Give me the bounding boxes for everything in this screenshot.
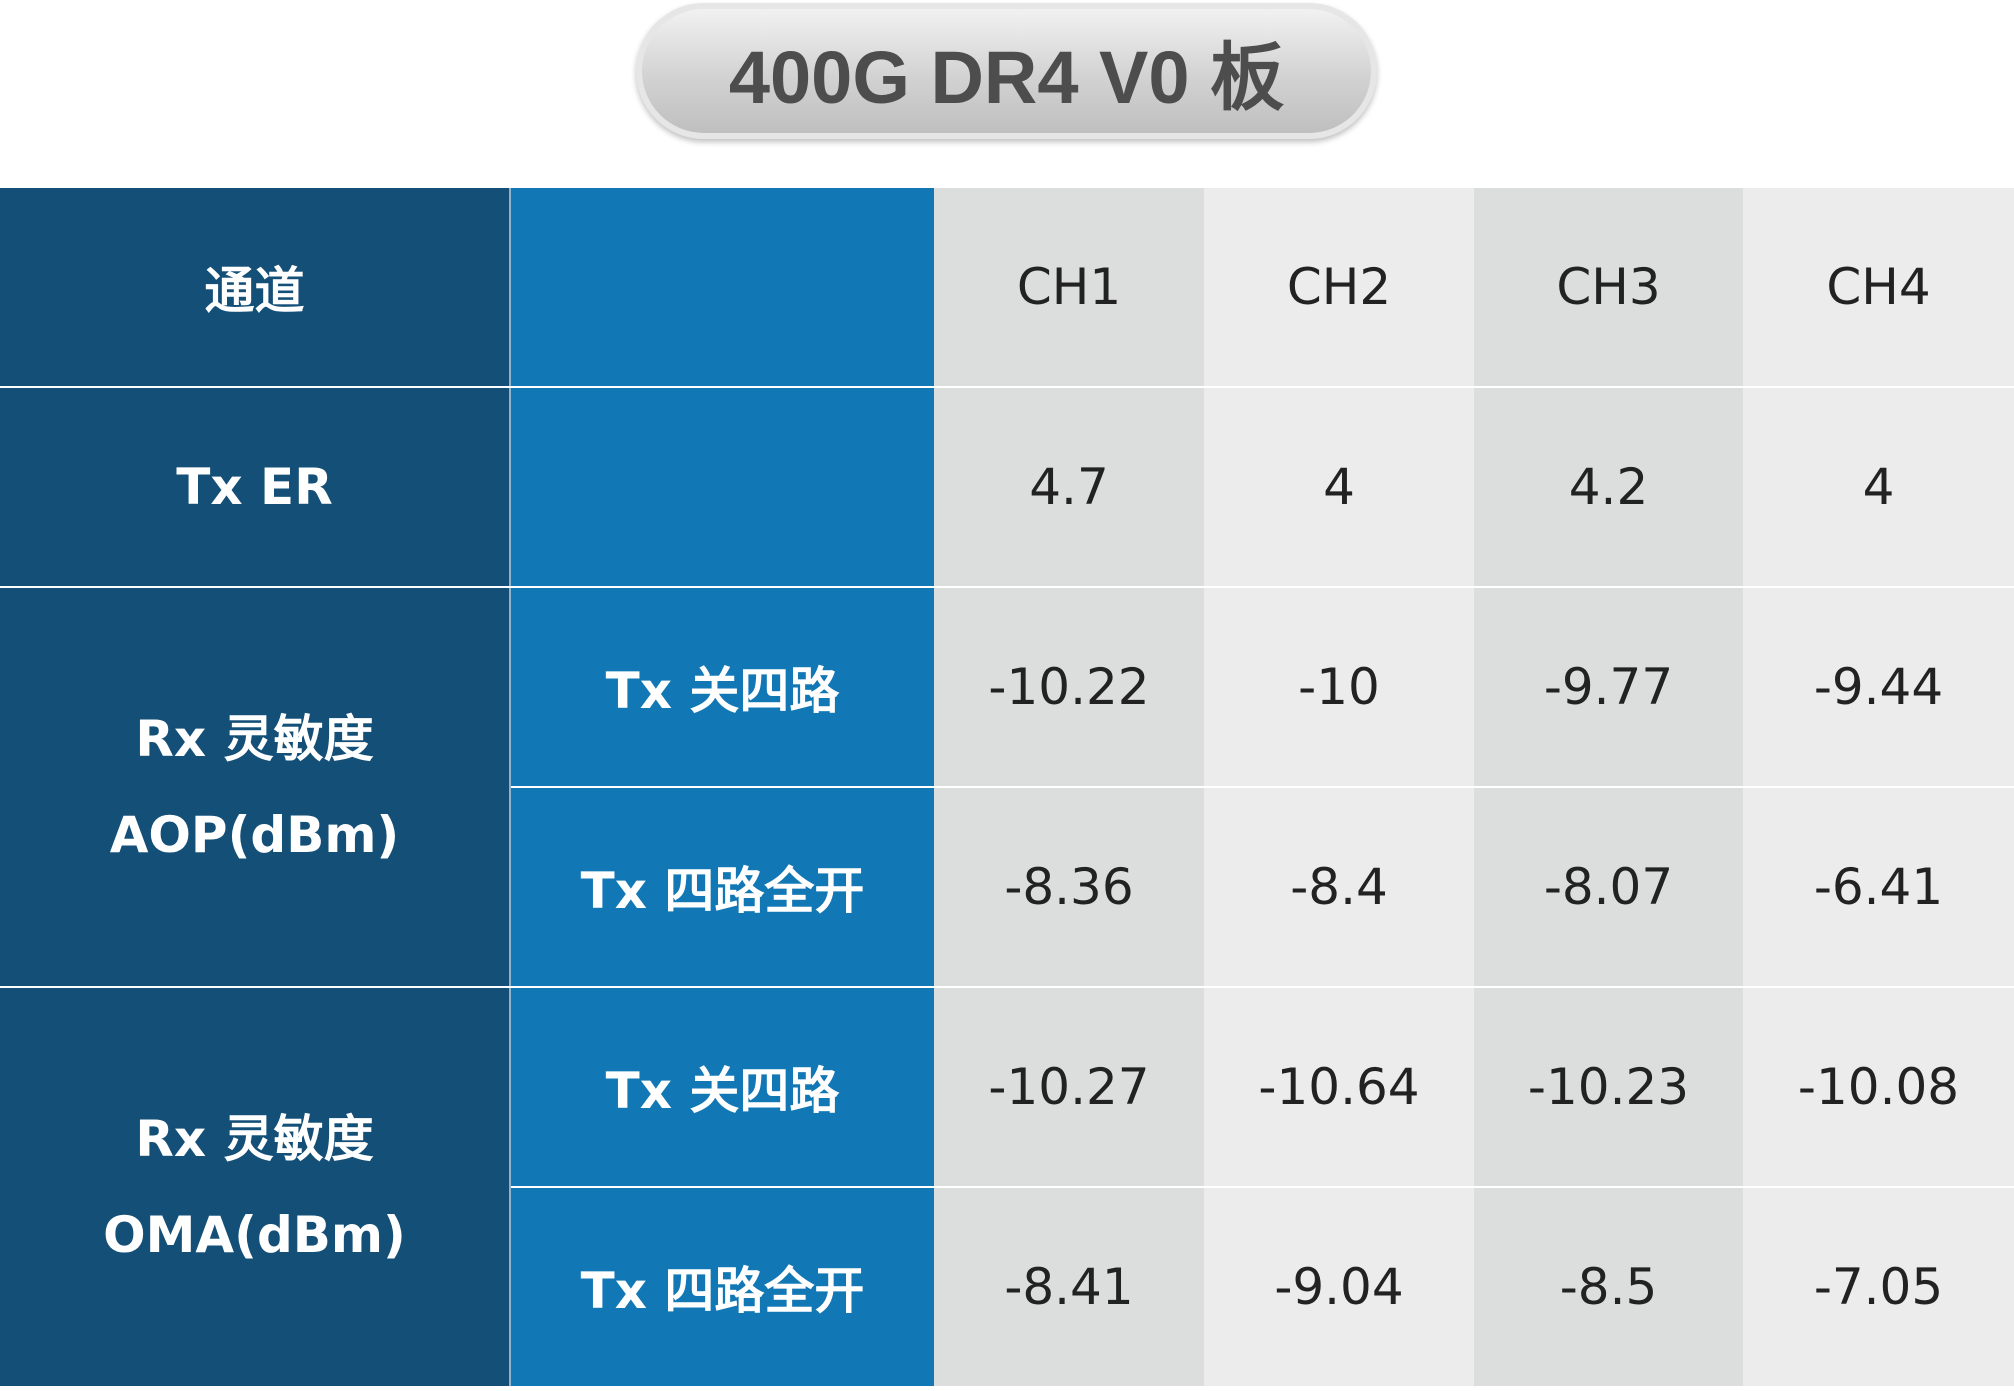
group-row: Tx 四路全开 -8.41 -9.04 -8.5 -7.05 xyxy=(0,1187,2014,1388)
group-label-line: OMA(dBm) xyxy=(103,1206,406,1264)
value: -8.4 xyxy=(1204,787,1474,988)
title-badge: 400G DR4 V0 板 xyxy=(636,3,1377,139)
value: 4.2 xyxy=(1474,387,1743,588)
channel: CH3 xyxy=(1474,188,1743,388)
channel: CH1 xyxy=(934,188,1204,388)
group-label-line: Rx 灵敏度 xyxy=(135,710,374,768)
value: 4 xyxy=(1743,387,2014,588)
channel: CH4 xyxy=(1743,188,2014,388)
value: 4.7 xyxy=(934,387,1204,588)
group-label: Rx 灵敏度 OMA(dBm) xyxy=(0,987,511,1388)
value: -9.77 xyxy=(1474,587,1743,788)
value: -9.04 xyxy=(1204,1187,1474,1388)
data-table: 通道 CH1 CH2 CH3 CH4 Tx ER 4.7 4 4.2 4 Rx … xyxy=(0,188,2014,1388)
group-label: Rx 灵敏度 AOP(dBm) xyxy=(0,587,511,988)
title: 400G DR4 V0 板 xyxy=(728,35,1285,119)
group-label-line: AOP(dBm) xyxy=(109,806,400,864)
value: -10.23 xyxy=(1474,987,1743,1188)
blank xyxy=(510,387,934,588)
value: -8.36 xyxy=(934,787,1204,988)
value: -10.27 xyxy=(934,987,1204,1188)
value: -8.41 xyxy=(934,1187,1204,1388)
er-row: Tx ER 4.7 4 4.2 4 xyxy=(0,387,2014,588)
value: -6.41 xyxy=(1743,787,2014,988)
value: -10.64 xyxy=(1204,987,1474,1188)
group-row: Rx 灵敏度 OMA(dBm) Tx 关四路 -10.27 -10.64 -10.23 -1… xyxy=(0,987,2014,1388)
group-row: Tx 四路全开 -8.36 -8.4 -8.07 -6.41 xyxy=(0,787,2014,988)
value: -9.44 xyxy=(1743,587,2014,788)
condition: Tx 四路全开 xyxy=(510,1187,934,1388)
row-label: Tx ER xyxy=(0,387,511,588)
condition: Tx 关四路 xyxy=(510,587,934,788)
value: 4 xyxy=(1204,387,1474,588)
value: -10.08 xyxy=(1743,987,2014,1188)
value: -7.05 xyxy=(1743,1187,2014,1388)
value: -10 xyxy=(1204,587,1474,788)
condition: Tx 关四路 xyxy=(510,987,934,1188)
header-row: 通道 CH1 CH2 CH3 CH4 xyxy=(0,188,2014,388)
value: -8.5 xyxy=(1474,1187,1743,1388)
condition: Tx 四路全开 xyxy=(510,787,934,988)
channel: CH2 xyxy=(1204,188,1474,388)
header-blank xyxy=(510,188,934,388)
value: -8.07 xyxy=(1474,787,1743,988)
group-row: Rx 灵敏度 AOP(dBm) Tx 关四路 -10.22 -10 -9.77 -9.44 xyxy=(0,587,2014,988)
value: -10.22 xyxy=(934,587,1204,788)
header-label: 通道 xyxy=(0,188,511,388)
group-label-line: Rx 灵敏度 xyxy=(135,1110,374,1168)
